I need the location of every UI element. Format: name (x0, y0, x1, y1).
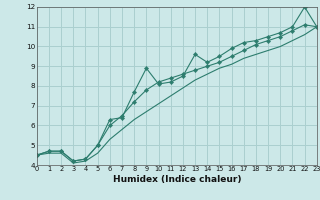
X-axis label: Humidex (Indice chaleur): Humidex (Indice chaleur) (113, 175, 241, 184)
